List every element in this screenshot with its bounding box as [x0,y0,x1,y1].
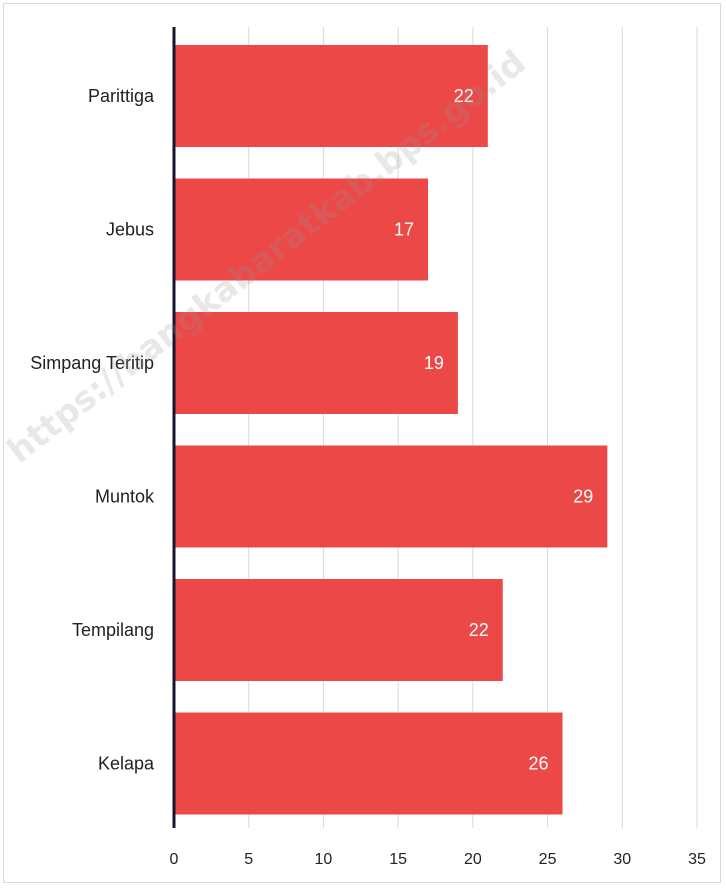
data-label: 29 [573,487,593,507]
category-label: Kelapa [98,754,155,774]
x-tick-label: 20 [464,851,482,868]
data-label: 19 [424,353,444,373]
data-label: 17 [394,220,414,240]
x-tick-label: 35 [688,851,706,868]
category-label: Tempilang [72,620,154,640]
bar [174,579,503,681]
x-tick-label: 5 [244,851,253,868]
x-tick-label: 15 [389,851,407,868]
category-label: Simpang Teritip [30,353,154,373]
x-tick-label: 10 [315,851,333,868]
category-label: Parittiga [88,86,155,106]
data-label: 26 [528,754,548,774]
bar [174,445,608,548]
category-label: Jebus [106,220,154,240]
bar [174,312,458,414]
bar [174,178,429,281]
category-label: Muntok [95,487,155,507]
bar [174,45,488,147]
data-label: 22 [469,620,489,640]
x-tick-label: 25 [539,851,557,868]
x-tick-label: 30 [613,851,631,868]
bar [174,712,563,815]
data-label: 22 [454,86,474,106]
x-tick-label: 0 [170,851,179,868]
